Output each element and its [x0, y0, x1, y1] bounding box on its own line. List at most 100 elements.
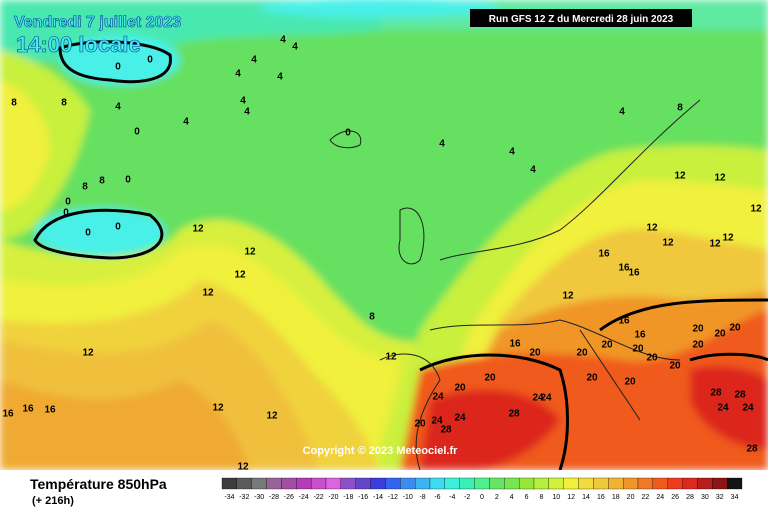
contour-label: 12: [646, 223, 658, 234]
scale-label: -24: [299, 494, 309, 501]
contour-label: 12: [192, 224, 204, 235]
scale-swatch: [370, 477, 386, 490]
contour-label: 12: [750, 204, 762, 215]
scale-label: 18: [612, 494, 620, 501]
scale-swatch: [518, 477, 535, 490]
scale-swatch: [400, 477, 416, 490]
temperature-field: [0, 0, 768, 471]
scale-label: -22: [314, 494, 324, 501]
contour-label: 12: [722, 233, 734, 244]
footer-bg: [0, 470, 768, 512]
contour-label: 20: [646, 353, 658, 364]
scale-label: -6: [434, 494, 440, 501]
scale-label: -16: [358, 494, 368, 501]
scale-swatch: [474, 477, 490, 490]
scale-swatch: [563, 477, 579, 490]
contour-label: 24: [717, 403, 729, 414]
run-info: Run GFS 12 Z du Mercredi 28 juin 2023: [489, 14, 674, 25]
contour-label: 16: [598, 249, 610, 260]
contour-label: 4: [439, 139, 445, 150]
contour-label: 12: [674, 171, 686, 182]
contour-label: 28: [734, 390, 746, 401]
contour-label: 4: [235, 69, 241, 80]
contour-label: 20: [729, 323, 741, 334]
contour-label: 20: [632, 344, 644, 355]
contour-label: 20: [586, 373, 598, 384]
contour-label: 0: [63, 208, 69, 219]
contour-label: 12: [237, 462, 249, 473]
scale-label: 4: [510, 494, 514, 501]
scale-label: -10: [403, 494, 413, 501]
contour-label: 4: [277, 72, 283, 83]
contour-label: 28: [746, 444, 758, 455]
contour-label: 24: [432, 392, 444, 403]
scale-swatch: [697, 477, 713, 490]
contour-label: 16: [618, 263, 630, 274]
contour-label: 8: [61, 98, 67, 109]
scale-label: 14: [582, 494, 590, 501]
contour-label: 16: [44, 405, 56, 416]
scale-swatch: [296, 477, 312, 490]
contour-label: 8: [677, 103, 683, 114]
contour-label: 20: [414, 419, 426, 430]
scale-label: -30: [254, 494, 264, 501]
contour-label: 24: [532, 393, 544, 404]
scale-label: 0: [480, 494, 484, 501]
scale-swatch: [682, 477, 698, 490]
contour-label: 20: [714, 329, 726, 340]
scale-label: -2: [464, 494, 470, 501]
contour-label: 4: [619, 107, 625, 118]
scale-swatch: [251, 477, 267, 490]
scale-label: -14: [373, 494, 383, 501]
scale-swatch: [459, 477, 475, 490]
contour-label: 24: [742, 403, 754, 414]
scale-swatch: [593, 477, 609, 490]
contour-label: 4: [280, 35, 286, 46]
scale-label: -20: [328, 494, 338, 501]
scale-label: -12: [388, 494, 398, 501]
scale-swatch: [622, 477, 639, 490]
contour-label: 0: [147, 55, 153, 66]
contour-label: 24: [431, 416, 443, 427]
contour-label: 4: [115, 102, 121, 113]
contour-label: 12: [244, 247, 256, 258]
scale-swatch: [310, 477, 327, 490]
contour-label: 24: [454, 413, 466, 424]
contour-label: 16: [22, 404, 34, 415]
contour-label: 4: [530, 165, 536, 176]
contour-label: 12: [385, 352, 397, 363]
contour-label: 12: [202, 288, 214, 299]
scale-label: 28: [686, 494, 694, 501]
contour-label: 16: [628, 268, 640, 279]
contour-label: 20: [692, 340, 704, 351]
contour-label: 0: [115, 222, 121, 233]
scale-label: 8: [539, 494, 543, 501]
scale-swatch: [489, 477, 505, 490]
valid-date: Vendredi 7 juillet 2023: [14, 14, 181, 31]
scale-swatch: [266, 477, 282, 490]
contour-label: 4: [509, 147, 515, 158]
scale-swatch: [608, 477, 624, 490]
contour-label: 8: [99, 176, 105, 187]
color-scale: -34 -32 -30 -28 -26 -24 -22 -20 -18 -16 -14 -12 -10-…: [221, 477, 743, 501]
scale-swatch: [236, 477, 252, 490]
contour-label: 12: [212, 403, 224, 414]
contour-label: 20: [692, 324, 704, 335]
contour-label: 12: [234, 270, 246, 281]
contour-label: 20: [454, 383, 466, 394]
scale-label: -28: [269, 494, 279, 501]
scale-label: 6: [525, 494, 529, 501]
scale-label: -34: [224, 494, 234, 501]
contour-label: 20: [529, 348, 541, 359]
run-banner: [470, 9, 692, 27]
contour-label: 0: [85, 228, 91, 239]
scale-label: 22: [642, 494, 650, 501]
scale-label: 12: [567, 494, 575, 501]
contour-label: 16: [509, 339, 521, 350]
contour-label: 0: [115, 62, 121, 73]
scale-label: 2: [495, 494, 499, 501]
scale-label: -8: [419, 494, 425, 501]
scale-swatch: [548, 477, 564, 490]
contour-label: 12: [562, 291, 574, 302]
